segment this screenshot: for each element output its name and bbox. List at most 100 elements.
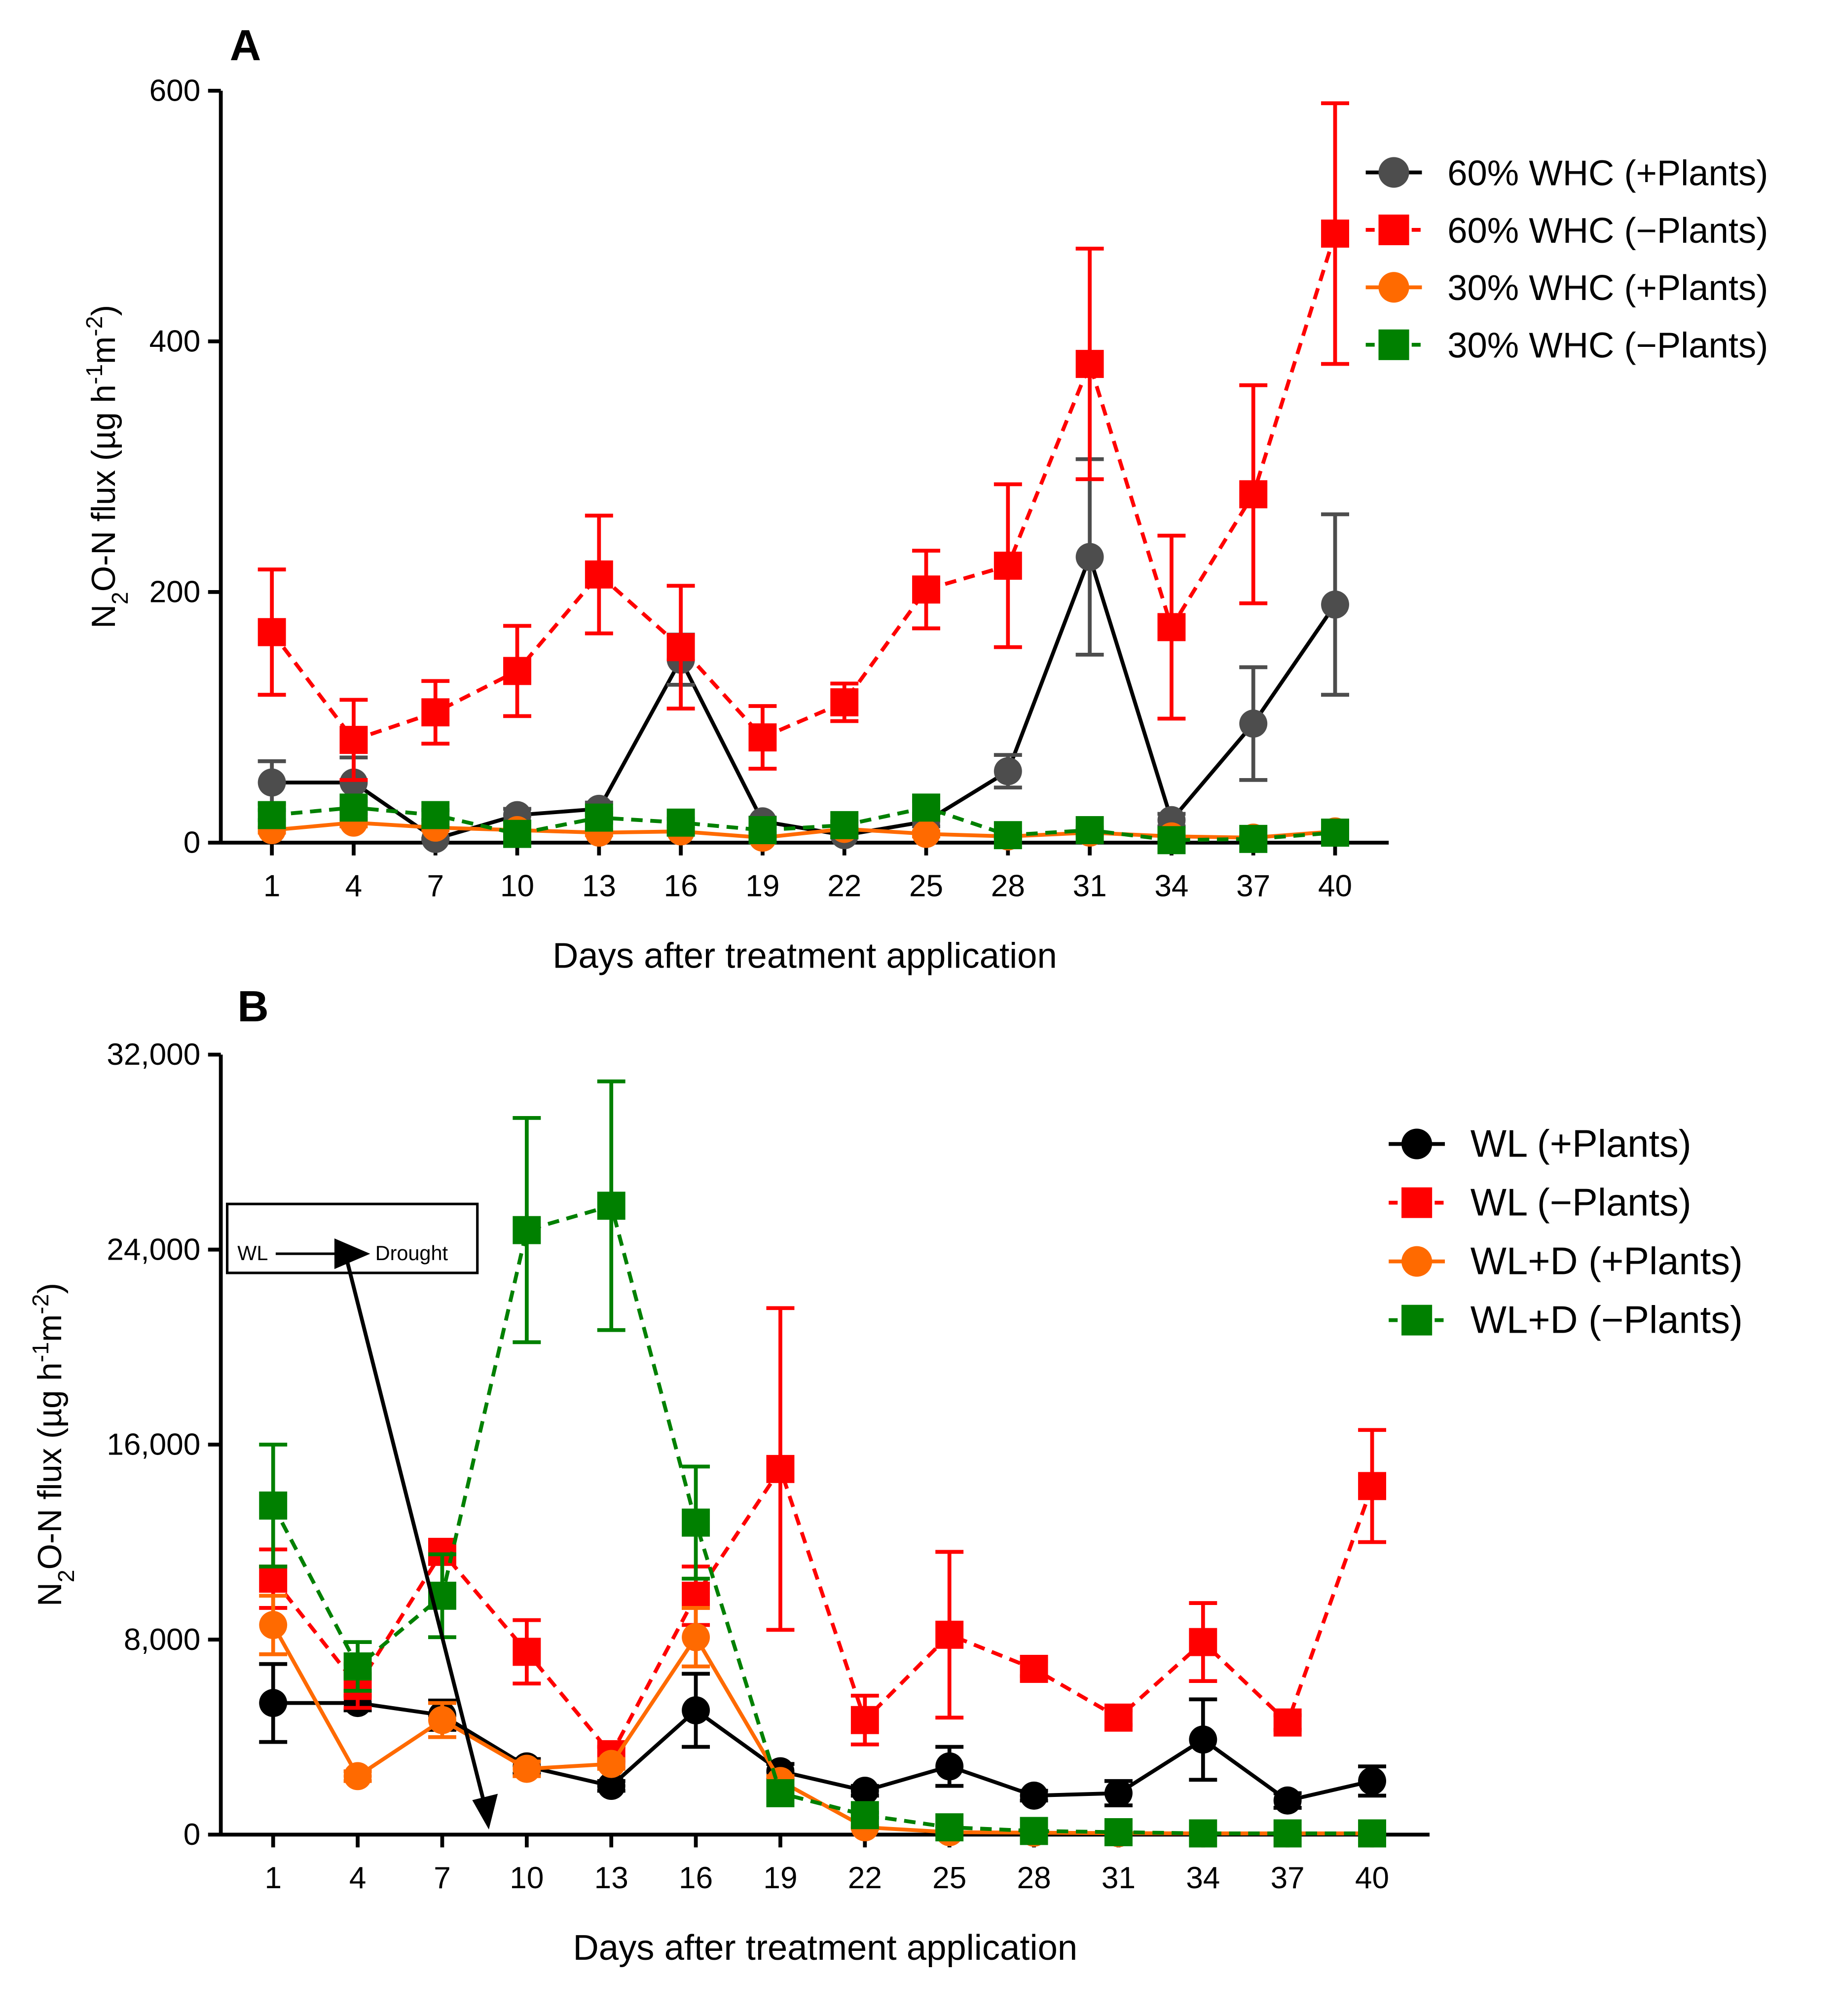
data-point	[339, 768, 368, 797]
data-point	[339, 726, 368, 754]
y-tick-label: 400	[149, 325, 201, 359]
x-tick-label: 40	[1318, 869, 1352, 903]
y-axis-label-part: N	[85, 604, 122, 629]
x-tick-label: 22	[827, 869, 861, 903]
data-point	[1104, 1703, 1133, 1732]
annotation-to: Drought	[375, 1242, 448, 1265]
x-tick-label: 16	[679, 1861, 713, 1895]
y-axis-label-part: m	[32, 1314, 69, 1342]
annotation-from: WL	[237, 1242, 268, 1265]
data-point	[1157, 613, 1186, 641]
y-tick-label: 0	[184, 826, 201, 860]
x-tick-label: 40	[1355, 1861, 1389, 1895]
series-0	[257, 457, 1349, 853]
data-point	[513, 1755, 541, 1783]
x-tick-label: 34	[1154, 869, 1188, 903]
y-axis-label-part: O-N flux (µg h	[85, 384, 122, 592]
x-tick-label: 22	[848, 1861, 882, 1895]
data-point	[912, 575, 940, 604]
pointer-arrow-head	[472, 1793, 498, 1830]
y-axis-label-part: )	[85, 305, 122, 316]
data-point	[993, 757, 1022, 785]
data-point	[1189, 1628, 1217, 1656]
x-tick-label: 7	[434, 1861, 451, 1895]
data-point	[503, 820, 531, 848]
annotation-arrow-head	[334, 1238, 370, 1269]
y-axis-label-part: 2	[107, 592, 133, 604]
x-tick-label: 10	[500, 869, 534, 903]
x-tick-label: 37	[1236, 869, 1270, 903]
data-point	[1239, 709, 1268, 738]
legend-marker	[1378, 214, 1409, 245]
data-point	[766, 1455, 795, 1483]
series-2	[259, 1594, 1387, 1848]
series-3	[257, 793, 1349, 855]
legend-marker	[1378, 272, 1409, 303]
series-line	[272, 551, 1337, 841]
y-axis-label-part: -1	[81, 364, 107, 384]
x-tick-label: 16	[664, 869, 698, 903]
data-point	[748, 816, 777, 844]
data-point	[682, 1623, 710, 1651]
x-tick-label: 10	[510, 1861, 544, 1895]
data-point	[1358, 1767, 1387, 1795]
data-point	[1020, 1654, 1048, 1683]
y-axis-label: N2O-N flux (µg h-1m-2)	[81, 305, 133, 629]
data-point	[259, 1611, 288, 1639]
legend-marker	[1401, 1305, 1433, 1336]
y-axis-label-part: )	[32, 1283, 69, 1294]
y-axis-label-part: m	[85, 336, 122, 364]
series-0	[259, 1662, 1387, 1815]
data-point	[339, 793, 368, 822]
y-tick-label: 600	[149, 74, 201, 108]
y-tick-label: 0	[184, 1818, 201, 1852]
data-point	[1358, 1819, 1387, 1848]
data-point	[1189, 1725, 1217, 1754]
x-tick-label: 28	[1017, 1861, 1051, 1895]
legend-marker	[1378, 157, 1409, 188]
y-tick-label: 16,000	[107, 1428, 200, 1462]
panel-label-a: A	[230, 21, 261, 70]
data-point	[597, 1192, 625, 1220]
x-tick-label: 1	[264, 1861, 282, 1895]
data-point	[259, 1565, 288, 1593]
data-point	[830, 811, 859, 839]
data-point	[1020, 1817, 1048, 1845]
x-tick-label: 37	[1271, 1861, 1305, 1895]
data-point	[1104, 1779, 1133, 1807]
data-point	[1239, 480, 1268, 509]
y-tick-label: 200	[149, 575, 201, 609]
x-tick-label: 19	[763, 1861, 797, 1895]
data-point	[1020, 1781, 1048, 1810]
y-tick-label: 32,000	[107, 1038, 200, 1072]
data-point	[597, 1750, 625, 1778]
series-3	[259, 1079, 1387, 1848]
x-tick-label: 34	[1186, 1861, 1220, 1895]
legend-label: WL (+Plants)	[1470, 1122, 1691, 1165]
data-point	[935, 1752, 964, 1781]
data-point	[421, 698, 450, 727]
data-point	[513, 1216, 541, 1244]
data-point	[585, 560, 613, 589]
data-point	[850, 1777, 879, 1805]
data-point	[1321, 219, 1349, 248]
data-point	[748, 723, 777, 752]
data-point	[935, 1813, 964, 1842]
data-point	[1321, 590, 1349, 619]
y-axis-label: N2O-N flux (µg h-1m-2)	[28, 1283, 79, 1606]
data-point	[428, 1706, 456, 1734]
data-point	[993, 821, 1022, 850]
y-axis-label-part: -2	[81, 316, 107, 336]
annotation: WL Drought	[225, 1202, 498, 1830]
x-tick-label: 4	[349, 1861, 367, 1895]
series-line	[271, 1464, 1374, 1758]
x-tick-label: 19	[745, 869, 779, 903]
legend-label: 30% WHC (−Plants)	[1447, 326, 1768, 366]
x-tick-label: 13	[582, 869, 616, 903]
series-1	[259, 1306, 1387, 1768]
data-point	[935, 1620, 964, 1649]
data-point	[503, 657, 531, 685]
data-point	[343, 1762, 372, 1791]
legend-marker	[1401, 1128, 1433, 1159]
